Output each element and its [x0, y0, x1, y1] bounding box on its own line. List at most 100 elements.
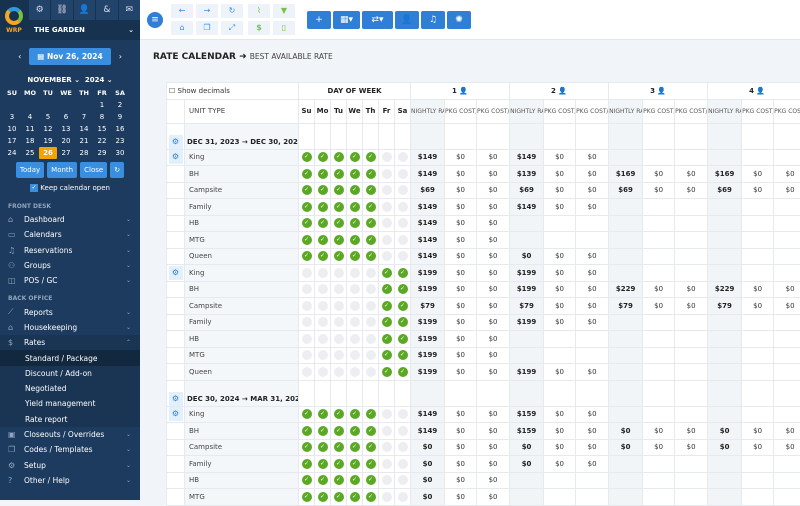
nightly-rate[interactable]: $0 — [609, 439, 643, 456]
row-gear-icon[interactable]: ⚙ — [169, 150, 183, 164]
nightly-rate[interactable]: $0 — [708, 439, 742, 456]
unchecked-icon[interactable]: ✓ — [382, 218, 392, 228]
month-select[interactable]: NOVEMBER ⌄ — [27, 76, 80, 84]
pkg-cost-nt[interactable]: $0 — [445, 489, 477, 506]
pkg-cost-res[interactable] — [774, 364, 800, 381]
chart-icon[interactable]: ⌇ — [248, 4, 270, 18]
pkg-cost-res[interactable] — [675, 314, 708, 331]
calendar-day[interactable]: 25 — [21, 147, 39, 159]
nightly-rate[interactable]: $139 — [510, 166, 544, 183]
pkg-cost-res[interactable]: $0 — [477, 439, 510, 456]
calendar-day[interactable]: 19 — [39, 135, 57, 147]
unchecked-icon[interactable]: ✓ — [334, 268, 344, 278]
check-icon[interactable]: ✓ — [350, 185, 360, 195]
nightly-rate[interactable] — [609, 406, 643, 423]
check-icon[interactable]: ✓ — [334, 218, 344, 228]
pkg-cost-res[interactable]: $0 — [477, 364, 510, 381]
pkg-cost-nt[interactable]: $0 — [544, 199, 576, 216]
nightly-rate[interactable]: $0 — [411, 489, 445, 506]
nightly-rate[interactable]: $149 — [510, 199, 544, 216]
pkg-cost-nt[interactable]: $0 — [742, 281, 774, 298]
sidebar-subitem[interactable]: Discount / Add-on — [0, 366, 140, 381]
pkg-cost-nt[interactable] — [742, 232, 774, 249]
reload-icon[interactable]: ↻ — [221, 4, 243, 18]
check-icon[interactable]: ✓ — [398, 284, 408, 294]
check-icon[interactable]: ✓ — [334, 251, 344, 261]
unchecked-icon[interactable]: ✓ — [366, 367, 376, 377]
pkg-cost-res[interactable] — [675, 248, 708, 265]
pkg-cost-res[interactable]: $0 — [477, 248, 510, 265]
pkg-cost-nt[interactable] — [643, 199, 675, 216]
nightly-rate[interactable]: $69 — [609, 182, 643, 199]
pkg-cost-res[interactable] — [675, 149, 708, 166]
pkg-cost-nt[interactable] — [742, 314, 774, 331]
pkg-cost-res[interactable]: $0 — [576, 364, 609, 381]
pkg-cost-res[interactable] — [774, 314, 800, 331]
nightly-rate[interactable] — [708, 265, 742, 282]
sidebar-item-closeouts-overrides[interactable]: ▣Closeouts / Overrides⌄ — [0, 427, 140, 442]
pkg-cost-nt[interactable]: $0 — [643, 281, 675, 298]
period-gear-icon[interactable]: ⚙ — [169, 392, 183, 406]
check-icon[interactable]: ✓ — [318, 442, 328, 452]
nightly-rate[interactable] — [708, 489, 742, 506]
check-icon[interactable]: ✓ — [398, 350, 408, 360]
calendar-day[interactable]: 23 — [111, 135, 129, 147]
pkg-cost-nt[interactable] — [742, 248, 774, 265]
unchecked-icon[interactable]: ✓ — [334, 350, 344, 360]
sidebar-item-dashboard[interactable]: ⌂Dashboard⌄ — [0, 212, 140, 227]
nightly-rate[interactable] — [609, 489, 643, 506]
unchecked-icon[interactable]: ✓ — [382, 426, 392, 436]
check-icon[interactable]: ✓ — [382, 301, 392, 311]
check-icon[interactable]: ✓ — [318, 492, 328, 502]
pkg-cost-nt[interactable] — [643, 314, 675, 331]
calendar-day[interactable]: 13 — [57, 123, 75, 135]
unchecked-icon[interactable]: ✓ — [382, 492, 392, 502]
pkg-cost-nt[interactable] — [643, 489, 675, 506]
pkg-cost-res[interactable]: $0 — [576, 182, 609, 199]
nightly-rate[interactable] — [708, 331, 742, 348]
dollar-icon[interactable]: $ — [248, 21, 270, 35]
nightly-rate[interactable]: $149 — [411, 232, 445, 249]
unchecked-icon[interactable]: ✓ — [302, 334, 312, 344]
pkg-cost-nt[interactable]: $0 — [544, 364, 576, 381]
nightly-rate[interactable]: $229 — [708, 281, 742, 298]
check-icon[interactable]: ✓ — [350, 426, 360, 436]
unchecked-icon[interactable]: ✓ — [382, 409, 392, 419]
pkg-cost-res[interactable] — [675, 265, 708, 282]
date-picker-button[interactable]: ▦ Nov 26, 2024 — [29, 48, 110, 65]
pkg-cost-res[interactable] — [774, 489, 800, 506]
pkg-cost-nt[interactable]: $0 — [643, 182, 675, 199]
home-icon[interactable]: ⌂ — [171, 21, 193, 35]
check-icon[interactable]: ✓ — [302, 169, 312, 179]
pkg-cost-nt[interactable]: $0 — [445, 232, 477, 249]
check-icon[interactable]: ✓ — [366, 475, 376, 485]
nightly-rate[interactable]: $149 — [411, 166, 445, 183]
pkg-cost-res[interactable] — [675, 331, 708, 348]
filter-icon[interactable]: ▼ — [273, 4, 295, 18]
nightly-rate[interactable] — [609, 199, 643, 216]
sidebar-subitem[interactable]: Negotiated — [0, 381, 140, 396]
unchecked-icon[interactable]: ✓ — [366, 268, 376, 278]
nightly-rate[interactable]: $159 — [510, 423, 544, 440]
nightly-rate[interactable]: $149 — [411, 423, 445, 440]
nightly-rate[interactable]: $159 — [510, 406, 544, 423]
forward-icon[interactable]: → — [196, 4, 218, 18]
check-icon[interactable]: ✓ — [318, 409, 328, 419]
pkg-cost-res[interactable] — [774, 199, 800, 216]
pkg-cost-res[interactable] — [774, 347, 800, 364]
pkg-cost-res[interactable] — [774, 406, 800, 423]
pkg-cost-nt[interactable] — [643, 364, 675, 381]
nightly-rate[interactable] — [708, 232, 742, 249]
pkg-cost-res[interactable] — [675, 347, 708, 364]
calendar-day[interactable]: 29 — [93, 147, 111, 159]
pkg-cost-res[interactable]: $0 — [675, 423, 708, 440]
pkg-cost-nt[interactable]: $0 — [742, 298, 774, 315]
unchecked-icon[interactable]: ✓ — [382, 251, 392, 261]
nightly-rate[interactable] — [510, 347, 544, 364]
calendar-day[interactable]: 17 — [3, 135, 21, 147]
check-icon[interactable]: ✓ — [302, 185, 312, 195]
pkg-cost-nt[interactable] — [544, 489, 576, 506]
unchecked-icon[interactable]: ✓ — [302, 317, 312, 327]
pkg-cost-res[interactable] — [576, 331, 609, 348]
calendar-day[interactable]: 16 — [111, 123, 129, 135]
